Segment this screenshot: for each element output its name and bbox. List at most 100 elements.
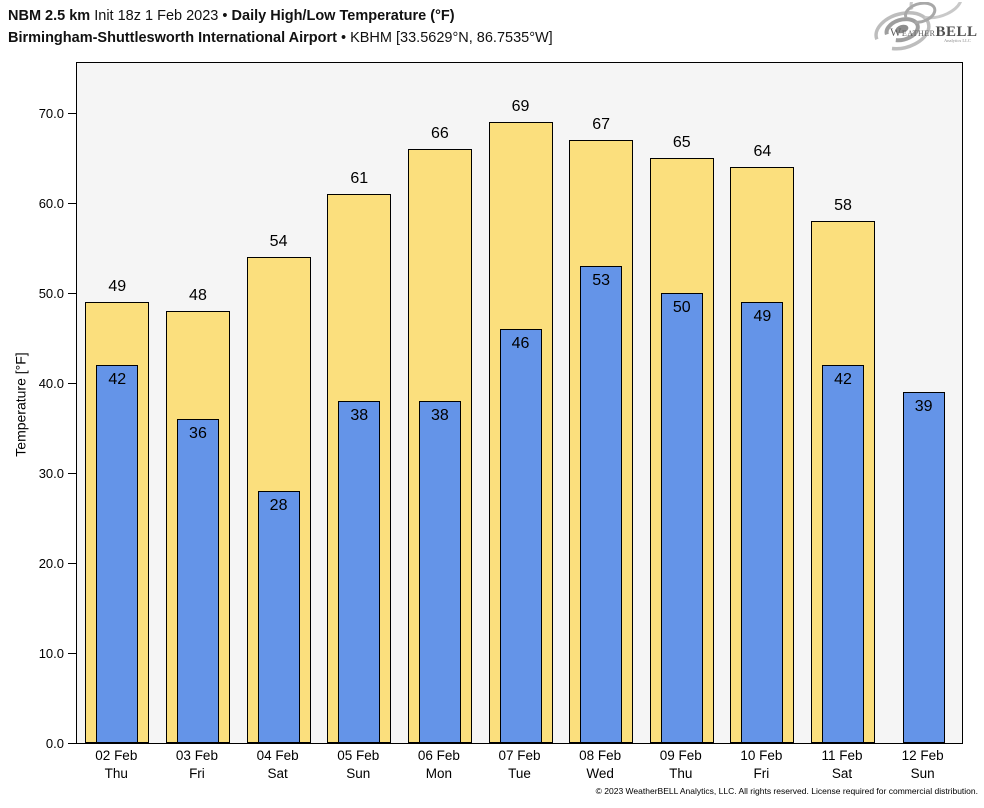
y-tick-mark [68,383,76,384]
low-value-label: 46 [511,335,530,352]
y-tick-mark [68,653,76,654]
init-time: Init 18z 1 Feb 2023 [94,8,219,24]
y-tick-label: 50.0 [38,286,64,301]
x-tick-label: 10 Feb Fri [721,747,802,783]
low-value-label: 50 [672,299,691,316]
low-bar [257,491,300,743]
title-bullet-2: • [340,30,347,46]
copyright-notice: © 2023 WeatherBELL Analytics, LLC. All r… [595,786,978,796]
svg-text:WeatherBELL: WeatherBELL [890,24,978,40]
weatherbell-logo: WeatherBELL Analytics LLC [874,2,978,51]
logo-text-bell: BELL [936,24,978,40]
y-tick-label: 40.0 [38,376,64,391]
x-tick-day: Sun [910,766,935,781]
chart-header: NBM 2.5 km Init 18z 1 Feb 2023 • Daily H… [8,5,553,49]
x-tick-date: 08 Feb [579,748,622,763]
high-value-label: 58 [834,197,852,214]
y-tick-label: 0.0 [45,736,64,751]
y-tick-label: 70.0 [38,106,64,121]
x-tick-date: 02 Feb [95,748,138,763]
x-tick-date: 12 Feb [901,748,944,763]
low-bar [418,401,461,743]
low-value-label: 42 [834,371,852,388]
y-tick-mark [68,473,76,474]
low-bar [741,302,784,743]
x-tick-day: Sat [267,766,288,781]
y-tick-mark [68,563,76,564]
x-tick-day: Thu [669,766,693,781]
low-bar [176,419,219,743]
x-tick-date: 04 Feb [256,748,299,763]
high-value-label: 64 [753,143,772,160]
plot-area: 49 42 48 36 54 28 61 38 66 38 69 46 67 53 65 50 64 49 58 42… [76,62,963,744]
x-tick-day: Fri [753,766,770,781]
low-value-label: 39 [914,398,933,415]
model-name: NBM 2.5 km [8,8,91,24]
x-tick-day: Wed [586,766,614,781]
high-value-label: 49 [108,278,127,295]
low-bar [580,266,623,743]
x-tick-date: 11 Feb [821,748,863,763]
y-tick-label: 10.0 [38,646,64,661]
low-bar [96,365,139,743]
x-tick-day: Sun [346,766,371,781]
x-tick-label: 08 Feb Wed [560,747,641,783]
logo-text-weather: Weather [890,25,936,39]
x-tick-date: 03 Feb [175,748,218,763]
low-value-label: 53 [592,272,611,289]
product-name: Daily High/Low Temperature (°F) [231,8,455,24]
x-tick-date: 05 Feb [337,748,380,763]
y-tick-label: 20.0 [38,556,64,571]
y-tick-mark [68,293,76,294]
y-axis-title: Temperature [°F] [12,352,29,457]
title-line-1: NBM 2.5 km Init 18z 1 Feb 2023 • Daily H… [8,5,553,27]
x-tick-day: Mon [425,766,452,781]
y-tick-label: 30.0 [38,466,64,481]
low-value-label: 38 [350,407,369,424]
low-bar [660,293,703,743]
x-tick-label: 09 Feb Thu [640,747,721,783]
x-tick-label: 12 Feb Sun [882,747,963,783]
x-tick-date: 06 Feb [417,748,460,763]
high-value-label: 69 [511,98,530,115]
x-tick-label: 03 Feb Fri [157,747,238,783]
low-value-label: 42 [108,371,127,388]
x-tick-label: 06 Feb Mon [399,747,480,783]
x-tick-day: Thu [104,766,128,781]
logo-subtext: Analytics LLC [944,38,971,43]
low-value-label: 36 [189,425,207,442]
high-value-label: 54 [269,233,288,250]
low-value-label: 38 [430,407,449,424]
x-tick-day: Tue [508,766,531,781]
title-line-2: Birmingham-Shuttlesworth International A… [8,27,553,49]
station-name: Birmingham-Shuttlesworth International A… [8,30,337,46]
x-tick-date: 10 Feb [740,748,783,763]
y-tick-mark [68,113,76,114]
low-bar [902,392,945,743]
station-coordinates: KBHM [33.5629°N, 86.7535°W] [350,30,553,46]
high-value-label: 67 [592,116,611,133]
low-value-label: 28 [269,497,288,514]
high-value-label: 61 [350,170,369,187]
title-bullet-1: • [222,8,228,24]
low-bar [338,401,381,743]
y-tick-mark [68,743,76,744]
x-tick-label: 07 Feb Tue [479,747,560,783]
high-value-label: 48 [189,287,207,304]
hurricane-swirl-icon [874,2,964,51]
x-tick-label: 02 Feb Thu [76,747,157,783]
x-tick-day: Fri [189,766,205,781]
low-bar [499,329,542,743]
y-tick-label: 60.0 [38,196,64,211]
low-value-label: 49 [753,308,772,325]
x-tick-label: 11 Feb Sat [802,747,883,783]
x-tick-date: 07 Feb [498,748,541,763]
x-tick-label: 05 Feb Sun [318,747,399,783]
high-value-label: 66 [430,125,449,142]
high-value-label: 65 [672,134,691,151]
x-tick-day: Sat [831,766,853,781]
y-tick-mark [68,203,76,204]
x-tick-date: 09 Feb [659,748,702,763]
low-bar [822,365,865,743]
x-tick-label: 04 Feb Sat [237,747,318,783]
